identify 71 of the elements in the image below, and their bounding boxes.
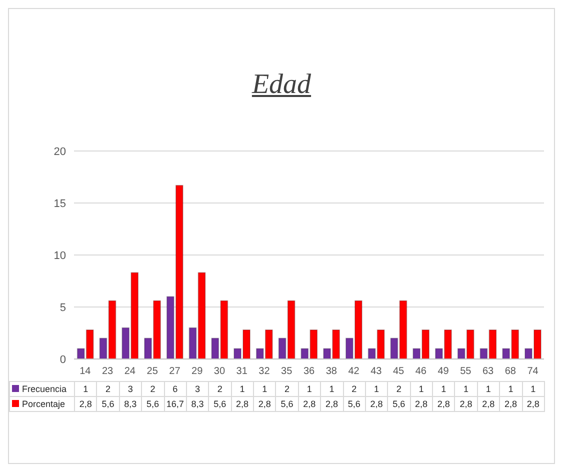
data-label: 2,8 <box>432 396 455 412</box>
data-label: 2,8 <box>74 396 97 412</box>
x-tick-label: 36 <box>303 366 315 378</box>
data-label: 3 <box>186 382 209 396</box>
x-tick-label: 30 <box>214 366 226 378</box>
x-tick-label: 14 <box>80 366 92 378</box>
data-label: 2,8 <box>477 396 500 412</box>
x-tick-label: 23 <box>102 366 114 378</box>
x-tick-label: 35 <box>281 366 293 378</box>
data-label: 5,6 <box>96 396 120 412</box>
data-label: 1 <box>231 382 254 396</box>
x-tick-label: 68 <box>504 366 516 378</box>
data-label: 1 <box>410 382 432 396</box>
data-label: 1 <box>477 382 500 396</box>
x-tick-label: 42 <box>348 366 360 378</box>
data-label: 2,8 <box>500 396 522 412</box>
data-label: 2,8 <box>298 396 321 412</box>
data-label: 1 <box>432 382 455 396</box>
data-label: 5,6 <box>388 396 410 412</box>
y-tick-label: 15 <box>54 198 66 210</box>
data-label: 16,7 <box>164 396 186 412</box>
data-label: 1 <box>454 382 478 396</box>
x-tick-label: 24 <box>124 366 136 378</box>
data-label: 2 <box>96 382 120 396</box>
x-tick-label: 55 <box>460 366 472 378</box>
data-label: 8,3 <box>186 396 209 412</box>
data-label: 2 <box>276 382 298 396</box>
x-tick-label: 63 <box>482 366 494 378</box>
data-label: 2,8 <box>522 396 544 412</box>
data-label: 5,6 <box>343 396 366 412</box>
data-label: 2,8 <box>365 396 388 412</box>
data-label: 8,3 <box>119 396 142 412</box>
chart-title: Edad <box>250 69 312 101</box>
x-tick-label: 43 <box>370 366 382 378</box>
y-tick-label: 10 <box>54 250 66 262</box>
data-label: 5,6 <box>208 396 232 412</box>
data-label: 1 <box>365 382 388 396</box>
data-label: 1 <box>320 382 343 396</box>
x-tick-label: 49 <box>438 366 450 378</box>
data-label: 5,6 <box>142 396 164 412</box>
data-label: 2 <box>142 382 164 396</box>
data-label: 2 <box>208 382 232 396</box>
data-label: 2,8 <box>320 396 343 412</box>
x-tick-label: 27 <box>169 366 181 378</box>
legend-label: Frecuencia <box>10 382 74 396</box>
data-label: 1 <box>522 382 544 396</box>
data-label: 5,6 <box>276 396 298 412</box>
y-tick-label: 5 <box>60 302 66 314</box>
x-tick-label: 32 <box>258 366 270 378</box>
data-label: 2,8 <box>254 396 276 412</box>
x-tick-label: 31 <box>236 366 248 378</box>
x-tick-label: 46 <box>415 366 427 378</box>
x-tick-label: 29 <box>192 366 204 378</box>
data-label: 1 <box>298 382 321 396</box>
data-label: 2,8 <box>454 396 478 412</box>
data-label: 6 <box>164 382 186 396</box>
data-label: 2 <box>388 382 410 396</box>
legend-label: Porcentaje <box>10 396 74 412</box>
data-label: 1 <box>254 382 276 396</box>
data-label: 1 <box>500 382 522 396</box>
data-label: 2,8 <box>231 396 254 412</box>
x-tick-label: 38 <box>326 366 338 378</box>
y-tick-label: 0 <box>60 354 66 366</box>
x-tick-label: 45 <box>392 366 405 378</box>
y-tick-label: 20 <box>54 146 66 158</box>
data-label: 3 <box>119 382 142 396</box>
data-label: 2,8 <box>410 396 432 412</box>
data-label: 2 <box>343 382 366 396</box>
x-tick-label: 74 <box>527 366 539 378</box>
x-tick-label: 25 <box>146 366 158 378</box>
data-label: 1 <box>74 382 97 396</box>
